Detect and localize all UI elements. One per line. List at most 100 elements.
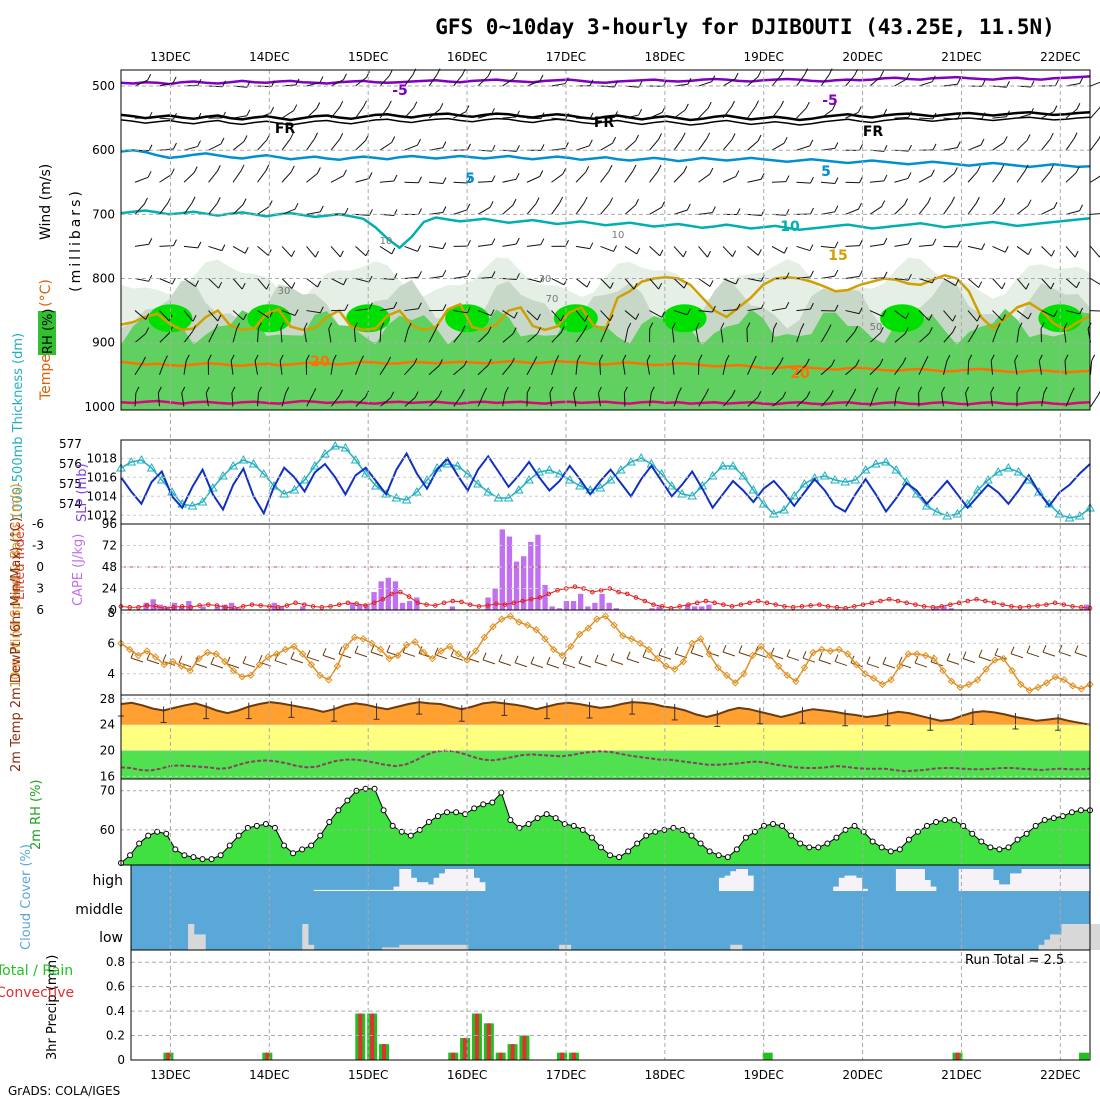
wind-barb-shaft xyxy=(771,142,785,151)
wind-barb-shaft xyxy=(698,81,712,87)
lifted-index-marker xyxy=(729,604,735,609)
rh-marker xyxy=(607,852,614,859)
wind10m-marker xyxy=(696,635,705,643)
lifted-index-marker xyxy=(939,604,944,609)
wind-barb-flag xyxy=(773,322,778,329)
wind-barb-shaft xyxy=(894,363,904,376)
wind-barb-flag xyxy=(677,387,682,394)
thickness-marker xyxy=(248,458,259,468)
wind-barb-flag xyxy=(831,103,836,111)
thickness-marker xyxy=(258,468,269,478)
cape-bar xyxy=(699,606,705,610)
wind-barb-flag xyxy=(540,112,545,119)
wind-barb-shaft xyxy=(575,145,590,151)
wind10m-marker xyxy=(731,679,739,687)
cloud-high-bar xyxy=(376,889,383,891)
thickness-marker xyxy=(381,488,392,498)
wind-barb-shaft xyxy=(845,275,860,279)
wind-barb-shaft xyxy=(722,106,732,119)
wind-barb-flag xyxy=(857,106,862,113)
cloud-low-bar xyxy=(1095,924,1100,950)
wind-barb-flag xyxy=(755,100,759,107)
rh-marker xyxy=(987,844,994,851)
wind10m-marker xyxy=(1034,683,1042,692)
thickness-marker xyxy=(799,478,810,488)
wind10m-speed-line xyxy=(120,615,1091,692)
precip-tick-label: 0 xyxy=(117,1053,125,1067)
cloud-high-bar xyxy=(1032,869,1040,891)
rh-marker xyxy=(235,832,242,839)
wind10m-marker xyxy=(368,639,376,648)
wind-barb-shaft xyxy=(698,107,709,119)
wind-barb-flag xyxy=(192,315,197,322)
wind-barb-shaft xyxy=(1014,360,1018,375)
wind-barb-shaft xyxy=(673,310,688,316)
wind10m-barb-shaft xyxy=(578,662,592,668)
wind-barb-flag xyxy=(258,386,262,394)
cloud-label-group: Cloud Cover (%) xyxy=(19,844,34,950)
wind-barb-flag xyxy=(483,387,487,395)
wind-barb-shaft xyxy=(894,392,897,407)
wind-barb-shaft xyxy=(820,365,832,376)
wind-barb-flag xyxy=(834,304,839,312)
wind-barb-shaft xyxy=(845,310,860,315)
wind-barb-shaft xyxy=(575,202,585,215)
thickness-marker xyxy=(524,474,534,484)
wind-barb-shaft xyxy=(1016,113,1031,119)
wind-barb-flag xyxy=(491,271,496,278)
wind-barb-flag xyxy=(883,174,888,182)
wind-barb-shaft xyxy=(992,85,1007,88)
lifted-index-marker xyxy=(528,596,534,602)
wind-barb-shaft xyxy=(208,143,222,151)
wind-barb-flag xyxy=(339,250,344,258)
wind-barb-flag xyxy=(780,100,784,108)
wind-barb-flag xyxy=(363,100,368,107)
wind10m-marker xyxy=(497,615,506,623)
thickness-marker xyxy=(870,458,881,468)
cape-bar xyxy=(186,601,192,610)
thickness-marker xyxy=(146,462,157,472)
wind10m-barb-flag xyxy=(882,656,887,665)
wind-barb-flag xyxy=(1001,197,1006,205)
wind-barb-flag xyxy=(312,388,317,395)
lifted-index-marker xyxy=(834,605,840,610)
slp-label-group: SLP (mb) xyxy=(75,463,90,522)
wind10m-marker xyxy=(247,671,255,679)
wind-barb-shaft xyxy=(747,307,762,312)
wind-barb-shaft xyxy=(453,394,462,408)
rh-marker xyxy=(253,822,260,829)
cloud-high-bar xyxy=(359,889,366,891)
wind10m-marker xyxy=(671,665,679,673)
wind-barb-flag xyxy=(220,137,225,145)
wind-barb-flag xyxy=(339,133,344,140)
lifted-index-marker xyxy=(153,604,159,609)
cloud-high-bar xyxy=(467,869,474,891)
wind-barb-flag xyxy=(368,172,373,179)
wind-barb-shaft xyxy=(404,144,418,151)
wind-barb-flag xyxy=(609,197,614,204)
cloud-low-bar xyxy=(1078,924,1085,950)
cloud-high-bar xyxy=(730,871,737,891)
wind-barb-flag xyxy=(315,250,319,258)
wind-barb-shaft xyxy=(894,333,906,344)
cloud-low-bar xyxy=(439,944,446,950)
wind-barb-flag xyxy=(390,391,395,398)
wind-barb-shaft xyxy=(379,307,394,312)
wind-barb-flag xyxy=(760,173,765,180)
wind-barb-shaft xyxy=(1090,213,1100,215)
wind10m-barb-flag xyxy=(386,644,391,653)
wind-barb-flag xyxy=(147,171,152,178)
precip-label-group: 3hr Precip (mm) xyxy=(45,955,60,1060)
cape-bar xyxy=(556,608,562,610)
wind-barb-flag xyxy=(442,206,447,213)
wind10m-marker xyxy=(177,662,186,670)
wind10m-barb-shaft xyxy=(498,660,512,666)
wind10m-barb-shaft xyxy=(722,651,736,657)
thickness-marker xyxy=(687,490,698,500)
panel-frame-th xyxy=(120,439,1091,525)
wind-barb-shaft xyxy=(1016,140,1028,151)
cape-bar xyxy=(513,561,520,610)
wind-barb-flag xyxy=(145,313,150,320)
cape-bar xyxy=(236,608,242,610)
